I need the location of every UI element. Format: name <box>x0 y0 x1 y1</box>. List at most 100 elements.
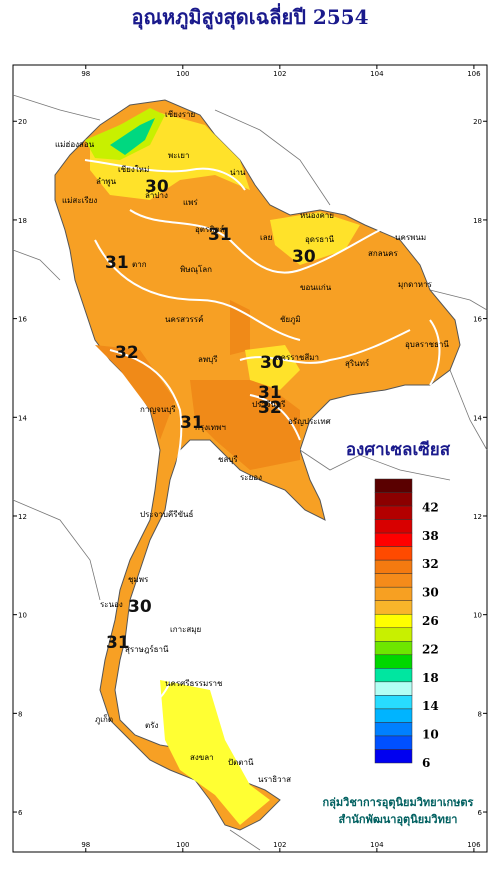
x-tick-label: 106 <box>467 841 481 849</box>
contour-label: 31 <box>208 225 232 245</box>
place-label: อรัญประเทศ <box>288 417 331 426</box>
x-tick-label: 104 <box>370 841 384 849</box>
place-label: ชัยภูมิ <box>280 315 301 325</box>
place-label: ประจวบคีรีขันธ์ <box>140 509 194 519</box>
place-label: มุกดาหาร <box>398 280 433 289</box>
place-label: นครศรีธรรมราช <box>165 679 223 688</box>
legend-swatch <box>374 559 413 574</box>
x-tick-label: 100 <box>176 841 189 849</box>
legend-swatch <box>374 519 413 534</box>
y-tick-label: 10 <box>473 612 482 620</box>
place-label: พะเยา <box>168 151 189 160</box>
legend-label: 42 <box>422 500 439 514</box>
legend-swatch <box>374 532 413 547</box>
place-label: เชียงราย <box>165 110 195 119</box>
neighbour-borders <box>12 94 488 851</box>
title: อุณหภูมิสูงสุดเฉลี่ยปี 2554 <box>131 2 368 31</box>
place-label: ภูเก็ต <box>95 714 113 725</box>
place-label: พิษณุโลก <box>180 264 212 274</box>
contour-label: 31 <box>258 383 282 403</box>
place-label: นราธิวาส <box>258 775 291 784</box>
y-tick-label: 18 <box>473 217 482 225</box>
place-label: นครพนม <box>395 233 426 242</box>
legend-swatch <box>374 478 413 493</box>
legend-swatch <box>374 613 413 629</box>
legend-label: 18 <box>422 671 439 685</box>
contour-labels: 30 31 31 30 32 30 31 32 31 30 31 <box>105 177 316 653</box>
place-label: ระยอง <box>240 473 262 482</box>
legend-swatch <box>374 681 413 696</box>
legend-swatch <box>374 627 413 642</box>
x-tick-label: 100 <box>176 70 189 78</box>
legend-label: 32 <box>422 557 439 571</box>
place-label: สงขลา <box>190 753 214 762</box>
x-tick-label: 106 <box>467 70 481 78</box>
legend-label: 10 <box>422 728 439 742</box>
place-label: อุบลราชธานี <box>405 340 449 349</box>
zone-cool <box>270 212 360 265</box>
y-tick-label: 8 <box>478 710 482 718</box>
place-label: เกาะสมุย <box>170 625 201 634</box>
temperature-zones <box>85 108 360 825</box>
x-tick-label: 102 <box>273 841 286 849</box>
place-label: ลำพูน <box>96 177 117 187</box>
legend-label: 38 <box>422 529 439 543</box>
legend-swatch <box>374 505 413 520</box>
place-label: แพร่ <box>183 198 198 207</box>
y-tick-label: 20 <box>473 118 482 126</box>
place-label: กรุงเทพฯ <box>195 423 226 432</box>
y-tick-label: 14 <box>473 414 482 422</box>
legend-swatch <box>374 668 413 683</box>
legend-swatch <box>374 586 413 601</box>
place-label: นครราชสีมา <box>275 353 319 362</box>
legend-swatch <box>374 600 413 615</box>
contour-label: 32 <box>258 398 282 418</box>
legend-swatch <box>374 492 413 507</box>
zone-cool <box>160 680 270 825</box>
legend-swatch <box>374 749 413 764</box>
place-label: ตาก <box>132 260 147 269</box>
legend-swatch <box>374 722 413 737</box>
legend-swatch <box>374 654 413 669</box>
legend-swatch <box>374 708 413 723</box>
contour-label: 31 <box>106 633 130 653</box>
place-label: ปัตตานี <box>228 758 254 767</box>
contour-label: 31 <box>180 413 204 433</box>
contour-label: 30 <box>145 177 169 197</box>
y-tick-label: 8 <box>18 710 22 718</box>
y-tick-label: 6 <box>18 809 23 817</box>
y-tick-label: 12 <box>473 513 482 521</box>
x-tick-label: 104 <box>370 70 384 78</box>
credit: กลุ่มวิชาการอุตุนิยมวิทยาเกษตร <box>323 796 474 810</box>
place-label: กาญจนบุรี <box>140 405 176 414</box>
zone-green <box>110 118 155 155</box>
place-label: ชลบุรี <box>218 455 238 464</box>
place-label: สกลนคร <box>368 249 398 258</box>
zone-green <box>85 108 165 160</box>
legend-label: 26 <box>422 614 439 628</box>
place-label: เลย <box>260 233 272 242</box>
place-label: หนองคาย <box>300 211 334 220</box>
zone-hot <box>190 380 300 470</box>
y-tick-label: 14 <box>18 414 27 422</box>
legend-label: 22 <box>422 642 439 656</box>
y-tick-label: 10 <box>18 612 27 620</box>
place-label: ขอนแก่น <box>300 283 332 292</box>
place-label: อุดรธานี <box>305 235 335 244</box>
x-tick-label: 102 <box>273 70 286 78</box>
y-tick-label: 20 <box>18 118 27 126</box>
x-tick-label: 98 <box>81 70 90 78</box>
legend-swatch <box>374 546 413 561</box>
place-label: สุราษฎร์ธานี <box>125 644 169 654</box>
place-label: ตรัง <box>145 721 158 730</box>
y-tick-label: 18 <box>18 217 27 225</box>
place-label: น่าน <box>230 168 246 177</box>
legend-swatch <box>374 573 413 588</box>
place-label: ระนอง <box>100 600 123 609</box>
place-label: ลพบุรี <box>198 355 218 364</box>
contour-label: 30 <box>260 353 284 373</box>
place-label: นครสวรรค์ <box>165 314 203 324</box>
place-label: ลำปาง <box>145 191 168 200</box>
place-label: เชียงใหม่ <box>118 165 149 174</box>
